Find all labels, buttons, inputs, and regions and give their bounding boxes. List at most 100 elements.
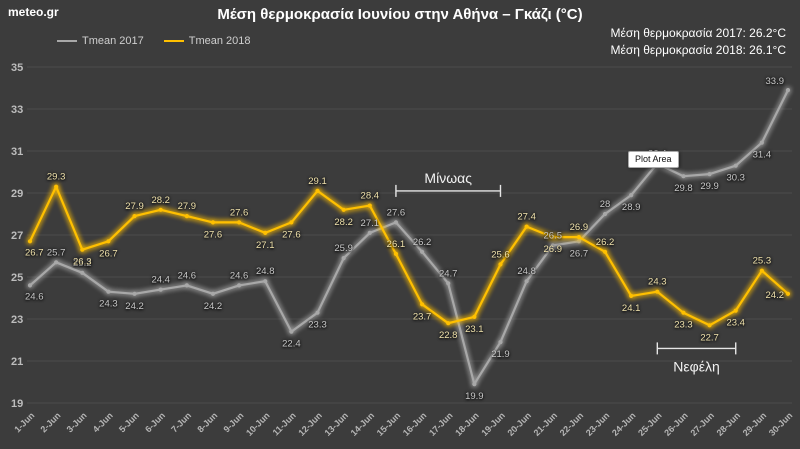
svg-text:27.6: 27.6 (204, 229, 223, 240)
svg-text:25: 25 (11, 272, 23, 284)
svg-text:25-Jun: 25-Jun (636, 410, 664, 438)
svg-text:27.1: 27.1 (256, 240, 275, 251)
svg-text:5-Jun: 5-Jun (117, 410, 141, 434)
svg-text:22-Jun: 22-Jun (558, 410, 586, 438)
svg-text:21-Jun: 21-Jun (532, 410, 560, 438)
svg-text:11-Jun: 11-Jun (271, 410, 298, 437)
svg-text:26.5: 26.5 (544, 231, 563, 242)
svg-text:23.7: 23.7 (413, 311, 432, 322)
svg-text:27.6: 27.6 (230, 207, 249, 218)
svg-text:21: 21 (11, 356, 23, 368)
svg-text:8-Jun: 8-Jun (195, 410, 219, 434)
svg-text:27.6: 27.6 (387, 207, 406, 218)
svg-text:17-Jun: 17-Jun (427, 410, 455, 438)
svg-text:24.6: 24.6 (25, 291, 44, 302)
plot-area-tooltip: Plot Area (628, 151, 679, 168)
labels-tmean-2018: 26.7 29.3 26.3 26.7 27.9 28.2 27.9 27.6 27.6 27.1… (25, 172, 784, 344)
svg-text:33.9: 33.9 (766, 76, 785, 87)
svg-text:27: 27 (11, 230, 23, 242)
svg-text:23.4: 23.4 (726, 318, 745, 329)
avg-2017-text: Μέση θερμοκρασία 2017: 26.2°C (610, 26, 787, 40)
svg-text:24.6: 24.6 (230, 270, 249, 281)
svg-text:29: 29 (11, 188, 23, 200)
svg-text:22.4: 22.4 (282, 339, 301, 350)
svg-text:28-Jun: 28-Jun (715, 410, 743, 438)
svg-text:23: 23 (11, 314, 23, 326)
svg-text:24.2: 24.2 (125, 301, 144, 312)
annotation-Μίνωας: Μίνωας (395, 170, 502, 197)
svg-text:23.3: 23.3 (674, 320, 693, 331)
svg-text:12-Jun: 12-Jun (296, 410, 324, 438)
labels-tmean-2017: 24.6 25.7 25.2 24.3 24.2 24.4 24.6 24.2 24.6 24.8… (25, 76, 784, 402)
svg-text:28.9: 28.9 (622, 202, 641, 213)
svg-text:25.3: 25.3 (753, 256, 772, 267)
chart-title: Μέση θερμοκρασία Ιουνίου στην Αθήνα – Γκ… (217, 6, 583, 23)
legend-swatch (57, 40, 77, 42)
svg-text:27.9: 27.9 (178, 201, 197, 212)
svg-text:24.2: 24.2 (766, 290, 785, 301)
svg-text:29.8: 29.8 (674, 183, 693, 194)
annotation-Νεφέλη: Νεφέλη (656, 342, 737, 374)
svg-text:27.6: 27.6 (282, 229, 301, 240)
svg-text:27-Jun: 27-Jun (688, 410, 716, 438)
legend-swatch (163, 40, 184, 42)
svg-text:10-Jun: 10-Jun (244, 410, 272, 438)
svg-text:22.7: 22.7 (700, 332, 719, 343)
svg-text:28: 28 (600, 199, 611, 210)
avg-2018-text: Μέση θερμοκρασία 2018: 26.1°C (610, 43, 787, 57)
svg-text:23-Jun: 23-Jun (584, 410, 612, 438)
svg-text:29.1: 29.1 (308, 176, 327, 187)
svg-text:29.3: 29.3 (47, 172, 66, 183)
svg-text:21.9: 21.9 (491, 349, 510, 360)
svg-text:26.2: 26.2 (413, 237, 432, 248)
svg-text:19: 19 (11, 398, 23, 410)
svg-text:29.9: 29.9 (700, 181, 719, 192)
svg-text:25.7: 25.7 (47, 247, 66, 258)
legend-item-tmean-2017: Tmean 2017 (57, 35, 144, 47)
svg-text:24.8: 24.8 (256, 266, 275, 277)
legend-item-tmean-2018: Tmean 2018 (163, 35, 251, 47)
svg-text:35: 35 (11, 62, 23, 74)
svg-text:14-Jun: 14-Jun (349, 410, 377, 438)
svg-text:28.2: 28.2 (334, 217, 353, 228)
y-axis-labels: 35 33 31 29 27 25 23 21 19 (11, 62, 23, 410)
svg-text:22.8: 22.8 (439, 330, 458, 341)
svg-text:26.7: 26.7 (570, 248, 589, 259)
x-axis-labels: 1-Jun 2-Jun 3-Jun 4-Jun 5-Jun 6-Jun 7-Jun 8-Jun… (12, 410, 794, 438)
svg-text:13-Jun: 13-Jun (322, 410, 350, 438)
svg-text:30.3: 30.3 (726, 173, 745, 184)
svg-text:3-Jun: 3-Jun (65, 410, 89, 434)
svg-text:23.3: 23.3 (308, 320, 327, 331)
svg-text:25.6: 25.6 (491, 249, 510, 260)
svg-text:19-Jun: 19-Jun (479, 410, 507, 438)
svg-text:19.9: 19.9 (465, 391, 484, 402)
svg-text:25.2: 25.2 (73, 258, 92, 269)
gridlines (27, 66, 792, 404)
svg-text:20-Jun: 20-Jun (505, 410, 533, 438)
svg-text:27.1: 27.1 (361, 218, 380, 229)
svg-text:25.9: 25.9 (334, 243, 353, 254)
series-tmean-2017 (27, 88, 791, 387)
svg-text:7-Jun: 7-Jun (169, 410, 193, 434)
svg-text:24.8: 24.8 (517, 266, 536, 277)
svg-text:Μίνωας: Μίνωας (424, 170, 472, 186)
svg-text:31: 31 (11, 146, 23, 158)
svg-text:15-Jun: 15-Jun (375, 410, 403, 438)
meteo-logo: meteo.gr (8, 5, 59, 19)
svg-text:16-Jun: 16-Jun (401, 410, 429, 438)
svg-text:1-Jun: 1-Jun (12, 410, 36, 434)
svg-text:26.3: 26.3 (73, 257, 92, 268)
legend: Tmean 2017 Tmean 2018 (57, 35, 251, 47)
svg-text:33: 33 (11, 104, 23, 116)
svg-text:24.7: 24.7 (439, 268, 458, 279)
svg-text:4-Jun: 4-Jun (91, 410, 115, 434)
svg-text:29-Jun: 29-Jun (741, 410, 769, 438)
series-tmean-2018 (27, 184, 791, 328)
svg-text:26.7: 26.7 (25, 247, 44, 258)
svg-text:26.9: 26.9 (570, 222, 589, 233)
svg-text:28.4: 28.4 (361, 191, 380, 202)
svg-text:26-Jun: 26-Jun (662, 410, 690, 438)
svg-text:23.1: 23.1 (465, 324, 484, 335)
